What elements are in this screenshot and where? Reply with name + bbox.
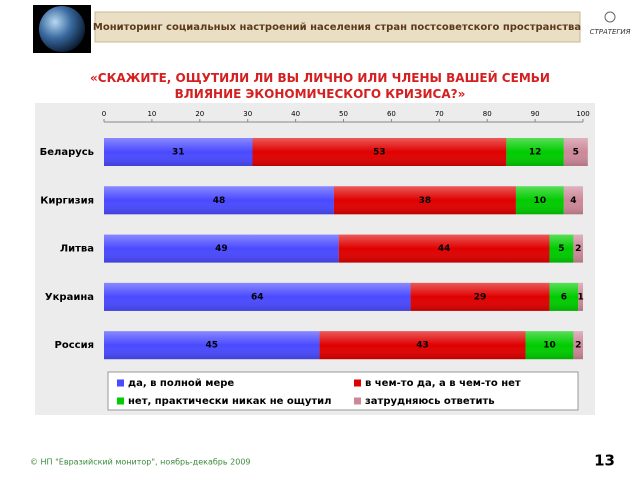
x-tick-label: 50: [339, 110, 348, 118]
data-label: 4: [570, 196, 576, 206]
y-tick-label: Киргизия: [40, 195, 94, 206]
data-label: 49: [215, 244, 228, 254]
bar-shine: [252, 138, 507, 166]
bar-shine: [563, 186, 583, 215]
data-label: 53: [373, 148, 386, 158]
legend-label: да, в полной мере: [128, 378, 234, 389]
data-label: 48: [213, 196, 226, 206]
x-tick-label: 70: [435, 110, 444, 118]
footer-source: © НП "Евразийский монитор", ноябрь-декаб…: [30, 458, 251, 467]
data-label: 2: [575, 341, 581, 351]
data-label: 1: [577, 292, 583, 302]
bar-shine: [515, 186, 564, 215]
data-label: 12: [529, 148, 542, 158]
bar-shine: [549, 234, 574, 263]
y-tick-label: Украина: [45, 292, 94, 303]
bar-shine: [104, 331, 320, 360]
header-banner: [94, 11, 581, 43]
bar-shine: [563, 138, 588, 166]
x-tick-label: 20: [195, 110, 204, 118]
legend-swatch: [354, 379, 361, 387]
page-number: 13: [594, 452, 615, 470]
legend-swatch: [117, 379, 124, 387]
x-tick-label: 0: [102, 110, 106, 118]
bar-shine: [104, 138, 253, 166]
bar-shine: [104, 282, 411, 311]
legend-label: нет, практически никак не ощутил: [128, 396, 332, 407]
data-label: 6: [561, 292, 567, 302]
x-tick-label: 80: [483, 110, 492, 118]
logo-text: СТРАТЕГИЯ: [590, 28, 631, 36]
data-label: 10: [534, 196, 547, 206]
bar-shine: [525, 331, 574, 360]
data-label: 38: [419, 196, 432, 206]
logo-icon: [604, 11, 616, 23]
bar-shine: [573, 234, 583, 263]
legend-label: затрудняюсь ответить: [365, 396, 495, 407]
x-tick-label: 30: [243, 110, 252, 118]
legend-swatch: [117, 397, 124, 405]
y-tick-label: Беларусь: [40, 147, 94, 158]
bar-shine: [549, 282, 579, 311]
legend-swatch: [354, 397, 361, 405]
bar-shine: [573, 331, 583, 360]
y-tick-label: Литва: [60, 244, 94, 255]
data-label: 43: [416, 341, 429, 351]
bar-shine: [506, 138, 564, 166]
x-tick-label: 100: [576, 110, 589, 118]
data-label: 44: [438, 244, 451, 254]
x-tick-label: 90: [531, 110, 540, 118]
data-label: 5: [558, 244, 564, 254]
chart-title: «СКАЖИТЕ, ОЩУТИЛИ ЛИ ВЫ ЛИЧНО ИЛИ ЧЛЕНЫ …: [90, 71, 550, 101]
data-label: 29: [474, 292, 487, 302]
legend-box: [107, 371, 579, 411]
bar-shine: [410, 282, 550, 311]
bar-shine: [578, 282, 583, 311]
x-tick-label: 40: [291, 110, 300, 118]
data-label: 31: [172, 148, 185, 158]
data-label: 2: [575, 244, 581, 254]
globe: [39, 6, 85, 52]
header-title: Мониторинг социальных настроений населен…: [93, 22, 581, 33]
y-tick-label: Россия: [55, 340, 94, 351]
data-label: 5: [573, 148, 579, 158]
data-label: 45: [206, 341, 219, 351]
bar-shine: [319, 331, 526, 360]
bar-shine: [104, 186, 334, 215]
x-tick-label: 10: [147, 110, 156, 118]
bar-shine: [333, 186, 516, 215]
bar-shine: [104, 234, 339, 263]
bar-shine: [338, 234, 550, 263]
legend-label: в чем-то да, а в чем-то нет: [365, 378, 521, 389]
data-label: 64: [251, 292, 264, 302]
data-label: 10: [543, 341, 556, 351]
x-tick-label: 60: [387, 110, 396, 118]
